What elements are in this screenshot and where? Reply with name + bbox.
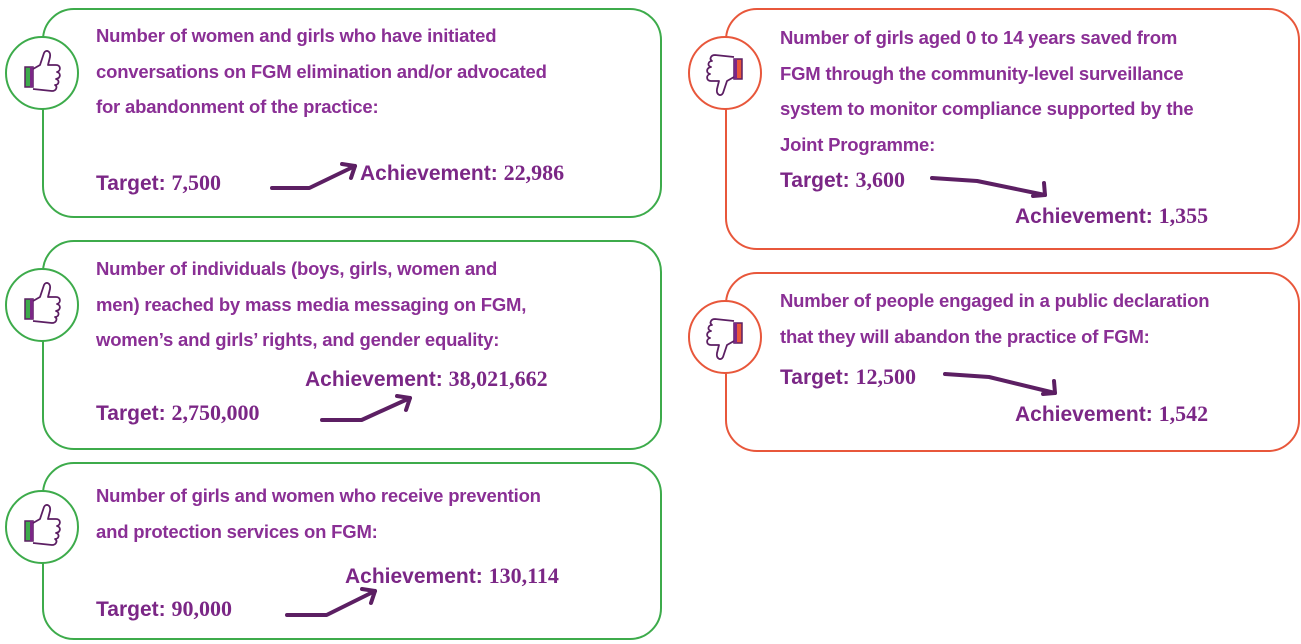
thumb-icon (688, 300, 762, 374)
target-label: Target: (780, 169, 850, 192)
achievement: Achievement: 130,114 (345, 563, 559, 589)
arrow (930, 176, 1047, 197)
target-value: 90,000 (171, 596, 232, 621)
achievement: Achievement: 38,021,662 (305, 366, 548, 392)
description-line: Number of people engaged in a public dec… (780, 290, 1210, 311)
achievement-label: Achievement: (1015, 205, 1153, 228)
achievement-label: Achievement: (360, 162, 498, 185)
achievement: Achievement: 22,986 (360, 160, 564, 186)
arrow-head (395, 394, 412, 412)
description-line: Number of women and girls who have initi… (96, 25, 497, 46)
achievement-label: Achievement: (305, 368, 443, 391)
arrow (285, 589, 377, 617)
target: Target: 90,000 (96, 596, 232, 622)
icon-thumb (706, 318, 735, 360)
target-value: 3,600 (855, 167, 905, 192)
description-line: Number of girls and women who receive pr… (96, 485, 541, 506)
icon-thumb (706, 54, 735, 96)
description-line: Joint Programme: (780, 133, 936, 155)
icon-cuff-accent (30, 67, 33, 87)
icon-circle (688, 36, 762, 110)
achievement: Achievement: 1,355 (1015, 203, 1208, 229)
arrow-head (340, 162, 357, 180)
achievement-value: 1,355 (1158, 203, 1209, 228)
target-value: 2,750,000 (171, 400, 260, 425)
target: Target: 7,500 (96, 170, 221, 196)
target-label: Target: (96, 598, 166, 621)
target-label: Target: (96, 172, 166, 195)
icon-circle (688, 300, 762, 374)
target-value: 12,500 (855, 364, 916, 389)
arrow (320, 396, 412, 422)
target: Target: 2,750,000 (96, 400, 259, 426)
achievement-label: Achievement: (345, 565, 483, 588)
target: Target: 3,600 (780, 167, 905, 193)
description-line: Number of girls aged 0 to 14 years saved… (780, 27, 1178, 48)
target: Target: 12,500 (780, 364, 916, 390)
arrow-head (1041, 379, 1057, 396)
description-line: that they will abandon the practice of F… (780, 325, 1150, 347)
achievement-value: 130,114 (488, 563, 559, 588)
description-line: men) reached by mass media messaging on … (96, 293, 527, 315)
achievement-value: 22,986 (503, 160, 565, 185)
achievement-value: 38,021,662 (448, 366, 548, 391)
icon-circle (5, 268, 79, 342)
thumb-icon (5, 268, 79, 342)
card (42, 240, 662, 450)
card (42, 8, 662, 218)
icon-cuff-accent (30, 521, 33, 541)
icon-circle (5, 36, 79, 110)
description-line: conversations on FGM elimination and/or … (96, 60, 547, 82)
icon-thumb (32, 50, 61, 92)
icon-cuff-accent (734, 59, 737, 79)
target-label: Target: (780, 366, 850, 389)
target-value: 7,500 (171, 170, 221, 195)
arrow (943, 372, 1057, 395)
icon-thumb (32, 504, 61, 546)
description-line: and protection services on FGM: (96, 520, 378, 542)
arrow-head (360, 587, 377, 605)
thumb-icon (688, 36, 762, 110)
achievement: Achievement: 1,542 (1015, 401, 1208, 427)
card (725, 8, 1300, 250)
thumb-icon (5, 36, 79, 110)
description-line: for abandonment of the practice: (96, 96, 379, 117)
description-line: women’s and girls’ rights, and gender eq… (96, 329, 500, 350)
icon-circle (5, 490, 79, 564)
arrow-head (1031, 181, 1047, 198)
achievement-value: 1,542 (1158, 401, 1209, 426)
description-line: system to monitor compliance supported b… (780, 98, 1194, 119)
arrow (270, 164, 357, 190)
icon-cuff-accent (734, 323, 737, 343)
target-label: Target: (96, 402, 166, 425)
achievement-label: Achievement: (1015, 403, 1153, 426)
icon-thumb (32, 282, 61, 324)
description-line: Number of individuals (boys, girls, wome… (96, 258, 498, 279)
thumb-icon (5, 490, 79, 564)
icon-cuff-accent (30, 299, 33, 319)
description-line: FGM through the community-level surveill… (780, 62, 1184, 84)
